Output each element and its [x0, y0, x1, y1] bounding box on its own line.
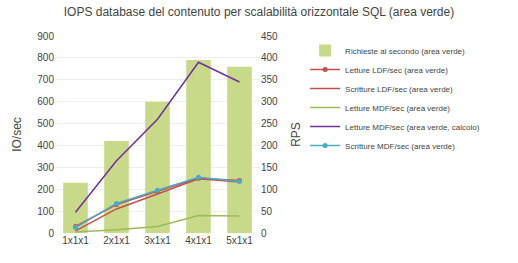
svg-text:50: 50	[261, 206, 273, 217]
svg-text:700: 700	[37, 74, 54, 85]
svg-text:3x1x1: 3x1x1	[144, 235, 171, 246]
svg-text:150: 150	[261, 162, 278, 173]
svg-text:100: 100	[261, 184, 278, 195]
svg-text:0: 0	[48, 228, 54, 239]
svg-text:200: 200	[37, 184, 54, 195]
svg-text:4x1x1: 4x1x1	[185, 235, 212, 246]
svg-text:Letture LDF/sec (area verde): Letture LDF/sec (area verde)	[345, 66, 448, 75]
svg-text:400: 400	[37, 140, 54, 151]
svg-text:1x1x1: 1x1x1	[62, 235, 89, 246]
svg-text:5x1x1: 5x1x1	[226, 235, 253, 246]
svg-text:IO/sec: IO/sec	[10, 117, 24, 152]
svg-text:2x1x1: 2x1x1	[103, 235, 130, 246]
svg-text:RPS: RPS	[289, 122, 303, 147]
svg-text:300: 300	[37, 162, 54, 173]
svg-text:800: 800	[37, 52, 54, 63]
svg-text:400: 400	[261, 52, 278, 63]
svg-text:300: 300	[261, 96, 278, 107]
svg-text:0: 0	[261, 228, 267, 239]
svg-text:100: 100	[37, 206, 54, 217]
svg-text:Scritture LDF/sec (area verde): Scritture LDF/sec (area verde)	[345, 85, 453, 94]
svg-text:900: 900	[37, 31, 54, 42]
svg-text:Richieste al secondo (area ver: Richieste al secondo (area verde)	[345, 47, 465, 56]
svg-text:IOPS database del contenuto pe: IOPS database del contenuto per scalabil…	[64, 5, 454, 19]
svg-text:450: 450	[261, 31, 278, 42]
svg-text:600: 600	[37, 96, 54, 107]
svg-text:Letture MDF/sec (area verde): Letture MDF/sec (area verde)	[345, 104, 450, 113]
svg-text:350: 350	[261, 74, 278, 85]
svg-text:500: 500	[37, 118, 54, 129]
svg-text:Letture MDF/sec (area verde, c: Letture MDF/sec (area verde, calcolo)	[345, 123, 480, 132]
svg-text:250: 250	[261, 118, 278, 129]
svg-text:Scritture MDF/sec (area verde): Scritture MDF/sec (area verde)	[345, 142, 455, 151]
svg-text:200: 200	[261, 140, 278, 151]
